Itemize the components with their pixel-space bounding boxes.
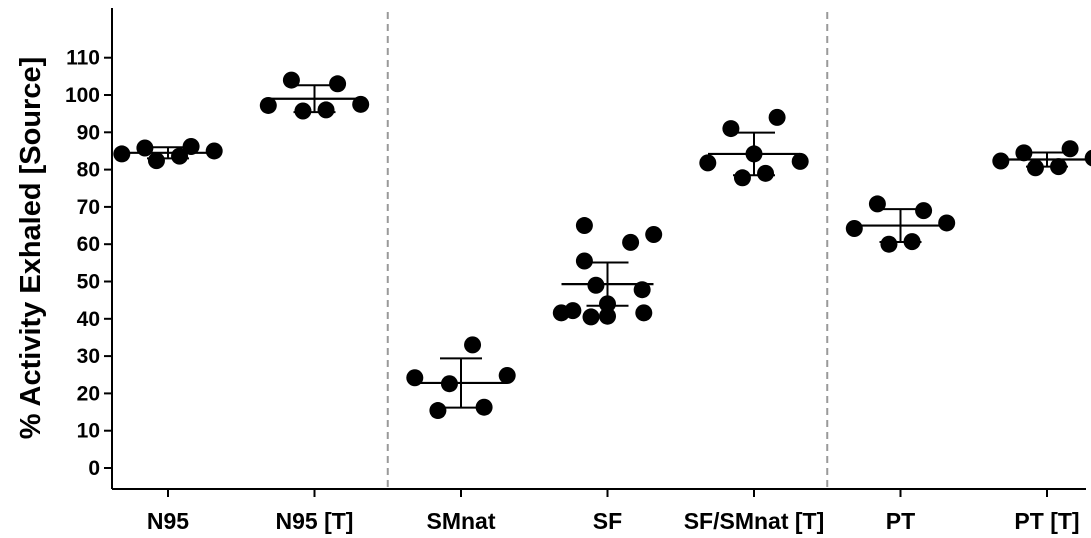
- data-point: [475, 398, 493, 416]
- y-tick-label: 10: [77, 420, 100, 443]
- data-point: [294, 102, 312, 120]
- data-point: [498, 366, 516, 384]
- x-axis-category-labels: N95 N95 [T] SMnat SF SF/SMnat [T] PT PT [T]: [147, 489, 1080, 534]
- data-point: [938, 214, 956, 232]
- y-tick-label: 80: [77, 159, 100, 182]
- data-point: [599, 307, 616, 325]
- y-axis-ticks: 0 10 20 30 40 50 60 70 80 90 100 110: [65, 47, 112, 480]
- y-tick-label: 90: [77, 121, 100, 144]
- data-point: [575, 252, 593, 270]
- y-tick-label: 110: [66, 47, 100, 70]
- data-point: [575, 217, 593, 235]
- x-category-label: N95 [T]: [276, 508, 354, 534]
- data-point: [1084, 149, 1091, 167]
- y-tick-label: 40: [77, 308, 100, 331]
- data-point: [582, 308, 600, 326]
- data-point: [564, 302, 582, 320]
- y-tick-label: 60: [77, 233, 100, 256]
- data-point: [429, 402, 447, 420]
- data-point: [352, 95, 370, 113]
- y-tick-label: 70: [77, 196, 100, 219]
- data-point: [1026, 159, 1044, 177]
- x-category-label: SF: [593, 508, 622, 534]
- data-point: [1015, 144, 1033, 162]
- data-point: [915, 202, 933, 220]
- data-point: [791, 152, 809, 170]
- y-tick-label: 20: [77, 382, 100, 405]
- y-axis-title: % Activity Exhaled [Source]: [15, 57, 47, 439]
- y-tick-label: 30: [77, 345, 100, 368]
- data-point: [147, 152, 165, 170]
- data-point: [1061, 140, 1079, 158]
- data-point: [587, 276, 605, 294]
- data-point: [635, 304, 653, 322]
- data-point: [622, 233, 640, 251]
- data-point: [633, 281, 651, 299]
- y-tick-label: 100: [65, 84, 100, 107]
- data-point: [733, 169, 751, 187]
- y-tick-label: 0: [88, 457, 100, 480]
- x-category-label: N95: [147, 508, 189, 534]
- data-point: [464, 336, 482, 354]
- data-point: [992, 152, 1010, 170]
- x-category-label: SMnat: [427, 508, 496, 534]
- data-point: [757, 164, 775, 182]
- data-point: [699, 154, 717, 172]
- y-tick-label: 50: [77, 271, 100, 294]
- data-point: [329, 75, 347, 93]
- data-point: [845, 220, 863, 238]
- mean-sd-bars: [122, 84, 1091, 409]
- data-point: [259, 96, 277, 114]
- data-point: [113, 145, 131, 163]
- axes: [111, 8, 1086, 490]
- data-point: [722, 120, 740, 138]
- data-point: [645, 226, 663, 244]
- group-separators: [386, 12, 829, 489]
- data-point: [880, 235, 898, 253]
- data-point: [205, 142, 223, 160]
- x-category-label: SF/SMnat [T]: [684, 508, 825, 534]
- x-category-label: PT [T]: [1014, 508, 1079, 534]
- data-point: [768, 108, 786, 126]
- data-point: [182, 137, 200, 155]
- data-point: [317, 101, 335, 119]
- x-category-label: PT: [886, 508, 915, 534]
- data-points: [113, 71, 1091, 420]
